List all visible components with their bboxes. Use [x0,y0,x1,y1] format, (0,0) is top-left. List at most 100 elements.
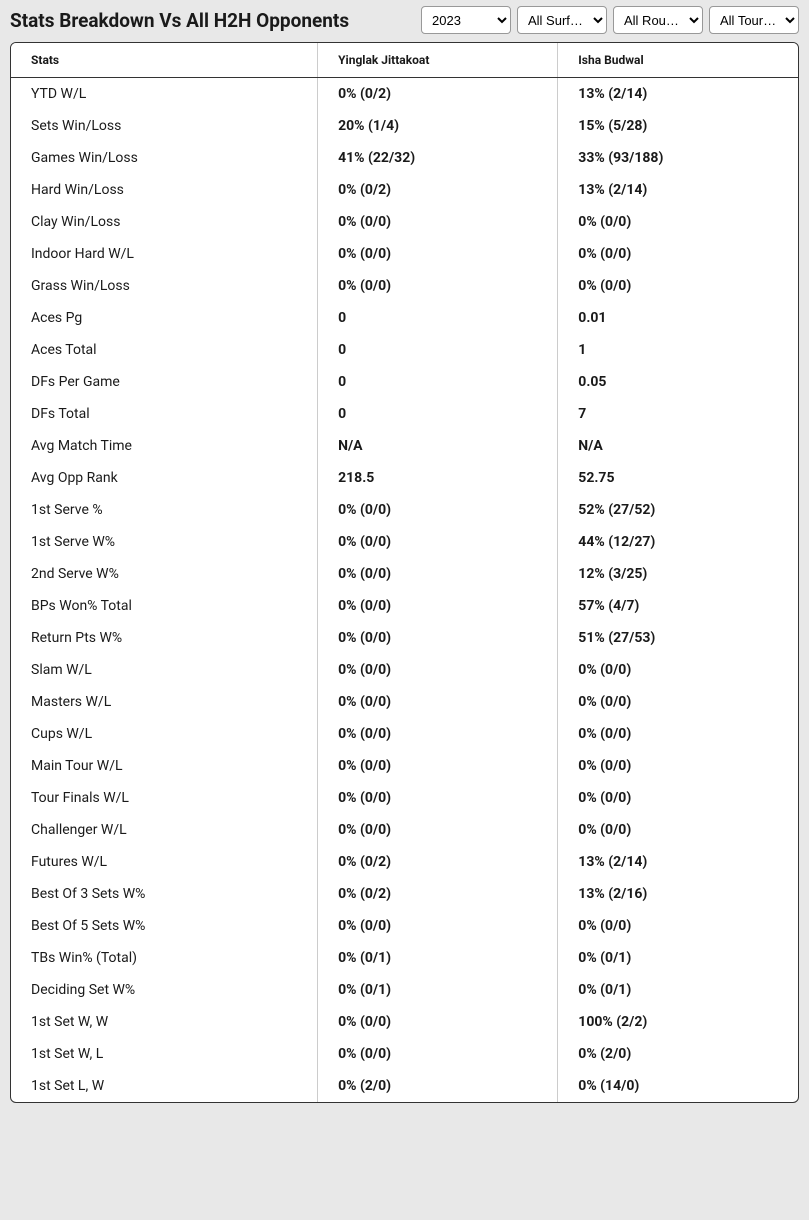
player1-value: 0% (0/0) [318,238,558,270]
player1-value: 0 [318,366,558,398]
player1-value: 0% (0/0) [318,206,558,238]
table-row: Tour Finals W/L0% (0/0)0% (0/0) [11,782,798,814]
stats-table-container: Stats Yinglak Jittakoat Isha Budwal YTD … [10,42,799,1103]
player2-value: 51% (27/53) [558,622,798,654]
player1-value: 0% (0/0) [318,1006,558,1038]
player1-value: 0% (0/2) [318,174,558,206]
stat-label: Avg Match Time [11,430,318,462]
player2-value: 0% (0/1) [558,942,798,974]
player1-value: 0% (0/0) [318,526,558,558]
table-row: Avg Opp Rank218.552.75 [11,462,798,494]
surface-select[interactable]: All Surf… [517,6,607,34]
stat-label: Grass Win/Loss [11,270,318,302]
table-header-row: Stats Yinglak Jittakoat Isha Budwal [11,43,798,78]
player2-value: 52.75 [558,462,798,494]
player2-value: 0.01 [558,302,798,334]
col-header-player1: Yinglak Jittakoat [318,43,558,78]
filter-group: 2023 All Surf… All Rou… All Tour… [421,6,799,34]
stat-label: BPs Won% Total [11,590,318,622]
player1-value: 0% (0/2) [318,78,558,111]
table-row: Futures W/L0% (0/2)13% (2/14) [11,846,798,878]
table-row: Aces Total01 [11,334,798,366]
table-row: Main Tour W/L0% (0/0)0% (0/0) [11,750,798,782]
player2-value: 13% (2/14) [558,174,798,206]
stat-label: Clay Win/Loss [11,206,318,238]
player2-value: 44% (12/27) [558,526,798,558]
table-row: 1st Set W, W0% (0/0)100% (2/2) [11,1006,798,1038]
table-row: Indoor Hard W/L0% (0/0)0% (0/0) [11,238,798,270]
player2-value: 1 [558,334,798,366]
player2-value: 0% (0/0) [558,910,798,942]
player2-value: 0% (0/0) [558,718,798,750]
stat-label: Best Of 3 Sets W% [11,878,318,910]
stat-label: Indoor Hard W/L [11,238,318,270]
player1-value: 0% (0/0) [318,1038,558,1070]
table-row: Deciding Set W%0% (0/1)0% (0/1) [11,974,798,1006]
table-row: Masters W/L0% (0/0)0% (0/0) [11,686,798,718]
player1-value: 0% (0/2) [318,846,558,878]
table-row: DFs Total07 [11,398,798,430]
table-row: Avg Match TimeN/AN/A [11,430,798,462]
stat-label: Games Win/Loss [11,142,318,174]
player2-value: 0% (2/0) [558,1038,798,1070]
stat-label: Best Of 5 Sets W% [11,910,318,942]
player1-value: 0% (0/1) [318,974,558,1006]
table-row: Slam W/L0% (0/0)0% (0/0) [11,654,798,686]
player1-value: 41% (22/32) [318,142,558,174]
player2-value: 0% (0/0) [558,750,798,782]
player1-value: 0% (0/0) [318,270,558,302]
stat-label: 1st Set W, L [11,1038,318,1070]
player2-value: 33% (93/188) [558,142,798,174]
player2-value: 13% (2/14) [558,846,798,878]
player1-value: 0% (0/0) [318,494,558,526]
table-row: 1st Serve W%0% (0/0)44% (12/27) [11,526,798,558]
stat-label: 2nd Serve W% [11,558,318,590]
table-row: Aces Pg00.01 [11,302,798,334]
stat-label: Masters W/L [11,686,318,718]
table-row: Challenger W/L0% (0/0)0% (0/0) [11,814,798,846]
stat-label: Tour Finals W/L [11,782,318,814]
stat-label: DFs Per Game [11,366,318,398]
stat-label: Cups W/L [11,718,318,750]
stat-label: Challenger W/L [11,814,318,846]
stat-label: Sets Win/Loss [11,110,318,142]
player1-value: 0% (0/0) [318,686,558,718]
table-row: 1st Set L, W0% (2/0)0% (14/0) [11,1070,798,1102]
round-select[interactable]: All Rou… [613,6,703,34]
tour-select[interactable]: All Tour… [709,6,799,34]
player1-value: N/A [318,430,558,462]
table-row: Best Of 3 Sets W%0% (0/2)13% (2/16) [11,878,798,910]
table-row: Games Win/Loss41% (22/32)33% (93/188) [11,142,798,174]
player1-value: 0% (2/0) [318,1070,558,1102]
stat-label: 1st Set W, W [11,1006,318,1038]
table-row: Hard Win/Loss0% (0/2)13% (2/14) [11,174,798,206]
year-select[interactable]: 2023 [421,6,511,34]
table-row: Grass Win/Loss0% (0/0)0% (0/0) [11,270,798,302]
table-row: Clay Win/Loss0% (0/0)0% (0/0) [11,206,798,238]
stat-label: Slam W/L [11,654,318,686]
player2-value: 13% (2/16) [558,878,798,910]
player2-value: 0% (0/0) [558,206,798,238]
player2-value: 7 [558,398,798,430]
player1-value: 0% (0/0) [318,558,558,590]
player2-value: 13% (2/14) [558,78,798,111]
player2-value: 0% (0/0) [558,814,798,846]
stat-label: Aces Total [11,334,318,366]
player1-value: 0% (0/0) [318,750,558,782]
stat-label: YTD W/L [11,78,318,111]
stat-label: 1st Set L, W [11,1070,318,1102]
stat-label: DFs Total [11,398,318,430]
player1-value: 0% (0/0) [318,590,558,622]
player1-value: 218.5 [318,462,558,494]
header-bar: Stats Breakdown Vs All H2H Opponents 202… [0,0,809,40]
table-row: Return Pts W%0% (0/0)51% (27/53) [11,622,798,654]
stat-label: Return Pts W% [11,622,318,654]
table-row: Sets Win/Loss20% (1/4)15% (5/28) [11,110,798,142]
player2-value: 0% (0/0) [558,270,798,302]
page-title: Stats Breakdown Vs All H2H Opponents [10,9,349,32]
table-row: Cups W/L0% (0/0)0% (0/0) [11,718,798,750]
player2-value: N/A [558,430,798,462]
table-row: YTD W/L0% (0/2)13% (2/14) [11,78,798,111]
table-row: 2nd Serve W%0% (0/0)12% (3/25) [11,558,798,590]
player2-value: 0% (0/0) [558,686,798,718]
